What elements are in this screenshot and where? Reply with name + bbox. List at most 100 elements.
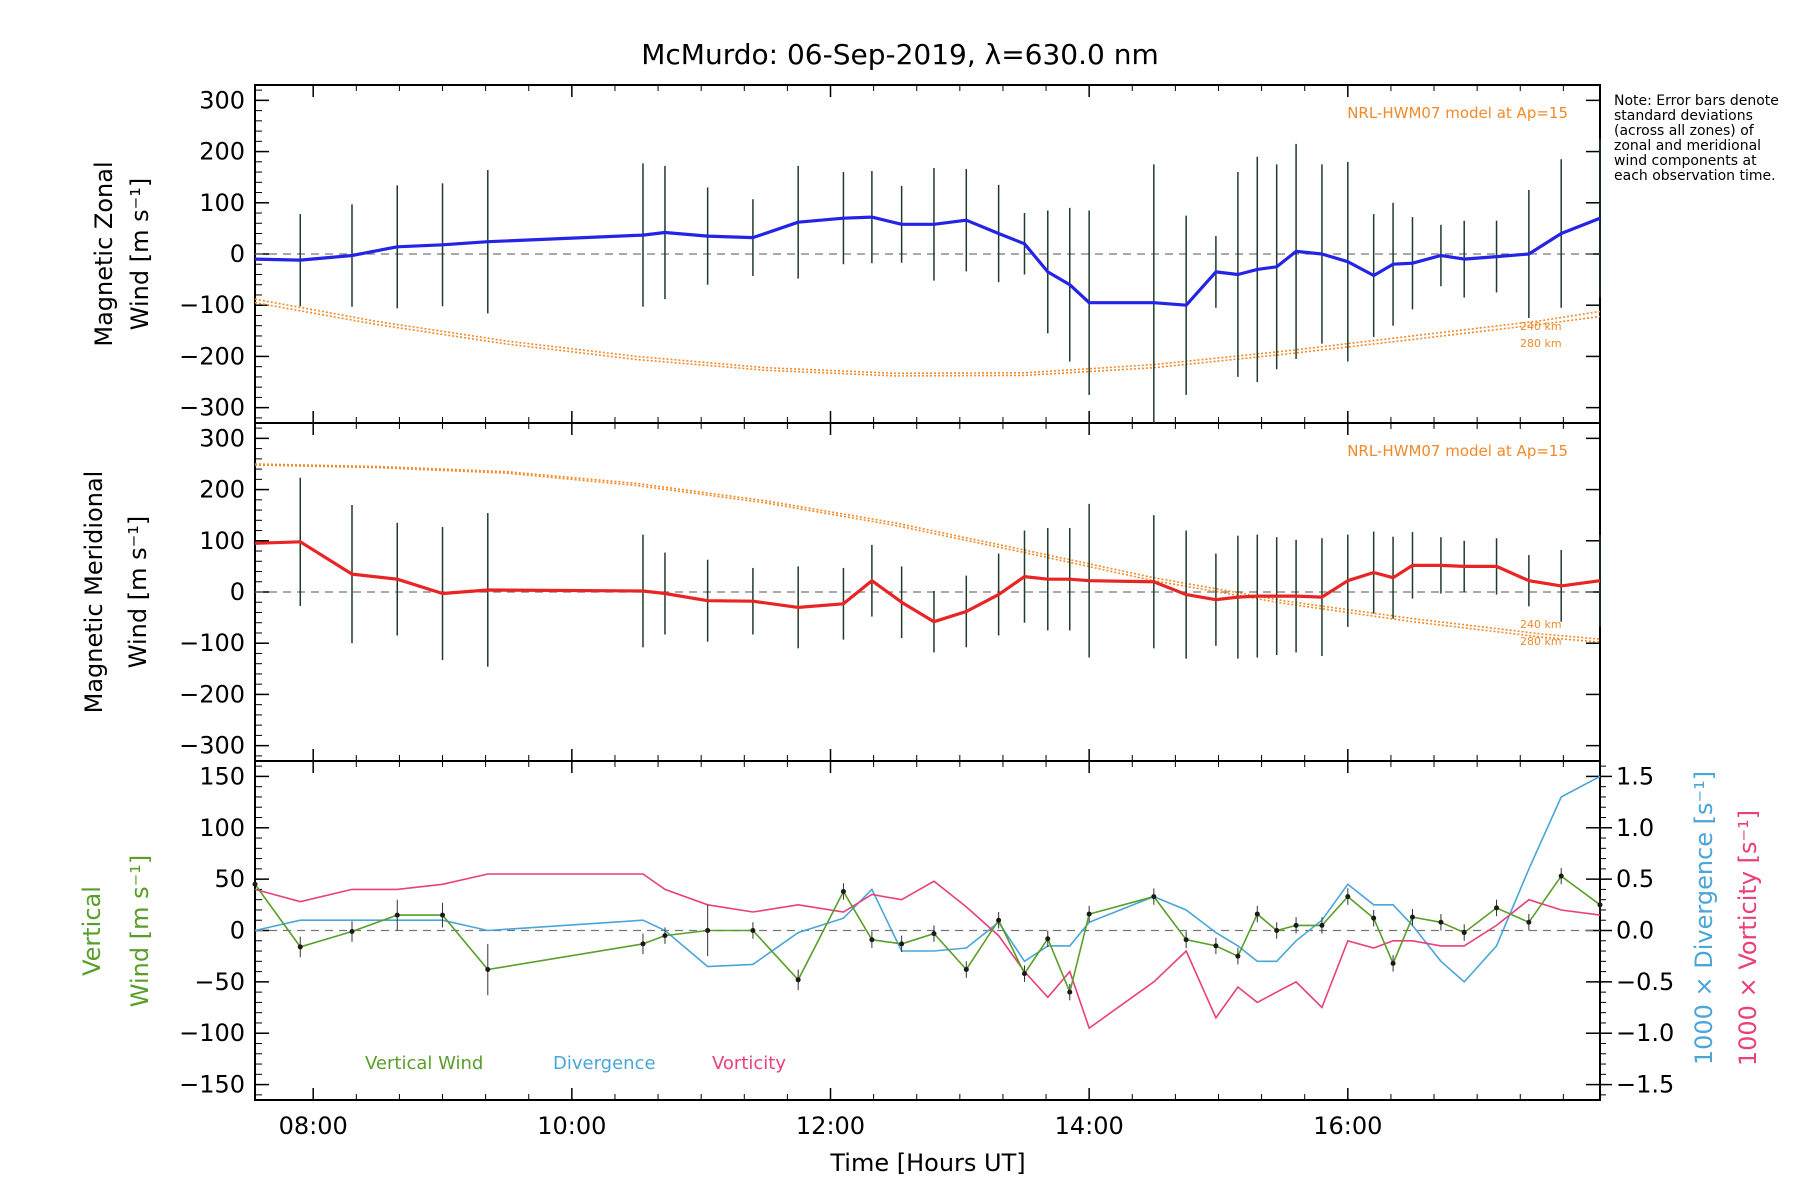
vertical-wind-point <box>1151 894 1157 900</box>
vertical-wind-point <box>1213 943 1219 949</box>
vertical-wind-point <box>1409 914 1415 920</box>
x-tick-label: 16:00 <box>1313 1112 1382 1140</box>
meridional-model-alt-280: 280 km <box>1520 635 1562 648</box>
y-tick-label: −300 <box>179 394 245 422</box>
vertical-wind-point <box>1235 953 1241 959</box>
y-tick-label: −100 <box>179 629 245 657</box>
vertical-wind-point <box>996 917 1002 923</box>
vertical-wind-point <box>1558 873 1564 879</box>
x-axis-label: Time [Hours UT] <box>829 1149 1025 1177</box>
right-y-tick-label: 0.5 <box>1616 865 1654 893</box>
vertical-wind-point <box>440 912 446 918</box>
vertical-wind-point <box>1438 919 1444 925</box>
right-y-tick-label: −1.0 <box>1616 1019 1674 1047</box>
y-tick-label: −200 <box>179 680 245 708</box>
y-tick-label: 100 <box>199 189 245 217</box>
x-tick-label: 14:00 <box>1055 1112 1124 1140</box>
model-curve-280-km <box>254 301 1601 377</box>
y-tick-label: 50 <box>214 865 245 893</box>
vertical-wind-point <box>705 928 711 933</box>
vertical-wind-point <box>1021 971 1027 977</box>
vertical-wind-point <box>1526 919 1532 925</box>
right-y-tick-label: −1.5 <box>1616 1071 1674 1099</box>
vertical-wind-point <box>1371 915 1377 921</box>
vertical-wind-point <box>899 941 905 947</box>
y-tick-label: −50 <box>194 968 245 996</box>
vertical-wind-point <box>750 928 756 933</box>
vorticity-axis-label: 1000 × Vorticity [s⁻¹] <box>1734 810 1762 1066</box>
model-curve-240-km <box>254 298 1601 375</box>
vertical-wind-point <box>1319 922 1325 928</box>
legend-vertical-wind: Vertical Wind <box>365 1053 483 1074</box>
vertical-wind-point <box>394 912 400 918</box>
divergence-line <box>254 775 1601 984</box>
y-tick-label: −200 <box>179 342 245 370</box>
vertical-wind-point <box>662 933 668 939</box>
x-tick-label: 10:00 <box>537 1112 606 1140</box>
vertical-wind-point <box>795 977 801 983</box>
right-y-tick-label: 1.5 <box>1616 762 1654 790</box>
meridional-ylabel-line1: Magnetic Meridional <box>80 471 108 714</box>
vertical-ylabel-line1: Vertical <box>78 886 106 976</box>
error-bar-note: Note: Error bars denote standard deviati… <box>1614 93 1779 184</box>
y-tick-label: 300 <box>199 424 245 452</box>
vorticity-line <box>254 873 1601 1030</box>
y-tick-label: 0 <box>230 917 245 945</box>
y-tick-label: 100 <box>199 527 245 555</box>
right-y-tick-label: −0.5 <box>1616 968 1674 996</box>
zonal-model-alt-240: 240 km <box>1520 320 1562 333</box>
vertical-wind-point <box>1045 936 1051 942</box>
vertical-wind-point <box>1494 905 1500 911</box>
vertical-wind-point <box>1086 911 1092 917</box>
vertical-wind-point <box>349 929 355 935</box>
y-tick-label: 100 <box>199 814 245 842</box>
y-tick-label: −150 <box>179 1071 245 1099</box>
right-y-tick-label: 1.0 <box>1616 814 1654 842</box>
y-tick-label: −300 <box>179 732 245 760</box>
meridional-ylabel: Magnetic Meridional Wind [m s⁻¹] <box>80 471 152 714</box>
y-tick-label: 150 <box>199 762 245 790</box>
zonal-ylabel-line1: Magnetic Zonal <box>90 161 118 346</box>
vertical-ylabel-line2: Wind [m s⁻¹] <box>126 855 154 1007</box>
vertical-wind-point <box>252 881 258 887</box>
vertical-panel: −150 −100 −50 0 50 100 150 −1.5 −1.0 −0.5 0.0 0.5 1.… <box>179 762 1674 1098</box>
zonal-ylabel: Magnetic Zonal Wind [m s⁻¹] <box>90 161 154 346</box>
y-tick-label: 0 <box>230 578 245 606</box>
vertical-wind-point <box>485 967 491 973</box>
vertical-wind-line <box>254 874 1601 995</box>
vertical-wind-point <box>1345 894 1351 900</box>
figure-title: McMurdo: 06-Sep-2019, λ=630.0 nm <box>641 38 1159 71</box>
y-tick-label: −100 <box>179 291 245 319</box>
meridional-ylabel-line2: Wind [m s⁻¹] <box>124 516 152 668</box>
vertical-wind-point <box>1254 911 1260 917</box>
y-tick-label: 0 <box>230 240 245 268</box>
y-tick-label: 200 <box>199 476 245 504</box>
vertical-wind-point <box>297 944 303 950</box>
x-tick-label: 12:00 <box>796 1112 865 1140</box>
vertical-wind-point <box>1183 937 1189 943</box>
zonal-ylabel-line2: Wind [m s⁻¹] <box>126 178 154 330</box>
right-y-tick-label: 0.0 <box>1616 917 1654 945</box>
vertical-wind-point <box>1067 989 1073 995</box>
vertical-wind-point <box>840 888 846 894</box>
model-curve-240-km <box>254 463 1601 640</box>
zonal-panel: −300 −200 −100 0 100 200 300 <box>179 86 1601 423</box>
meridional-model-alt-240: 240 km <box>1520 618 1562 631</box>
vertical-wind-point <box>931 931 937 937</box>
legend-divergence: Divergence <box>553 1053 656 1074</box>
vertical-wind-point <box>1274 928 1280 933</box>
legend-vorticity: Vorticity <box>712 1053 786 1074</box>
model-curve-280-km <box>254 464 1601 643</box>
vertical-wind-point <box>1461 930 1467 936</box>
divergence-axis-label: 1000 × Divergence [s⁻¹] <box>1690 771 1718 1065</box>
meridional-wind-line <box>254 540 1601 624</box>
vertical-wind-point <box>640 941 646 947</box>
vertical-wind-point <box>1597 902 1603 908</box>
y-tick-label: 200 <box>199 138 245 166</box>
zonal-model-label: NRL-HWM07 model at Ap=15 <box>1347 104 1568 122</box>
vertical-wind-point <box>963 967 969 973</box>
y-tick-label: 300 <box>199 86 245 114</box>
zonal-model-alt-280: 280 km <box>1520 337 1562 350</box>
y-tick-label: −100 <box>179 1019 245 1047</box>
